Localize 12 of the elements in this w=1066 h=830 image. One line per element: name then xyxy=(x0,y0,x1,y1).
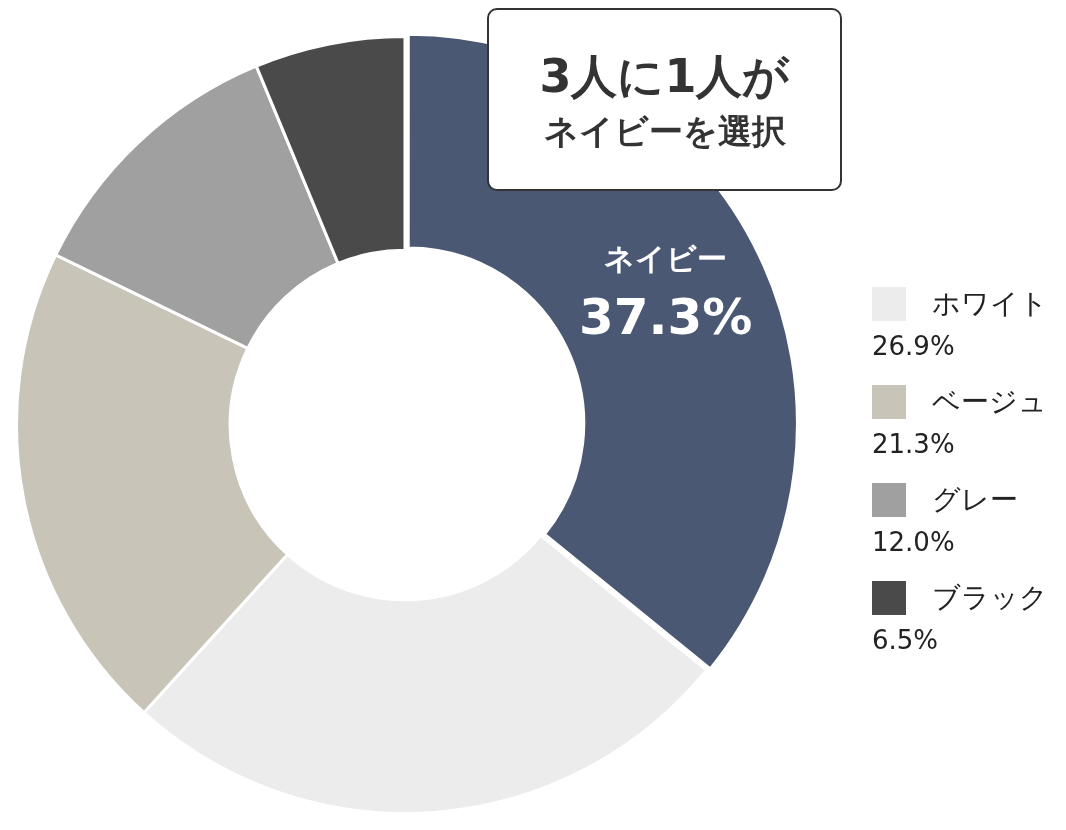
legend-label: ブラック xyxy=(932,580,1048,616)
legend-label: ホワイト xyxy=(932,286,1048,322)
legend-label: グレー xyxy=(932,482,1018,518)
text: ネイビーを選択 xyxy=(543,109,786,153)
slice-label: ネイビー xyxy=(604,240,728,276)
data-label: 37.3% xyxy=(578,287,753,346)
data-label: 21.3% xyxy=(872,429,956,459)
data-label: 6.5% xyxy=(872,625,940,655)
text: 3人に1人が xyxy=(539,47,790,105)
data-label: 12.0% xyxy=(872,527,956,557)
data-label: 26.9% xyxy=(872,331,956,361)
legend-label: ベージュ xyxy=(932,384,1047,420)
